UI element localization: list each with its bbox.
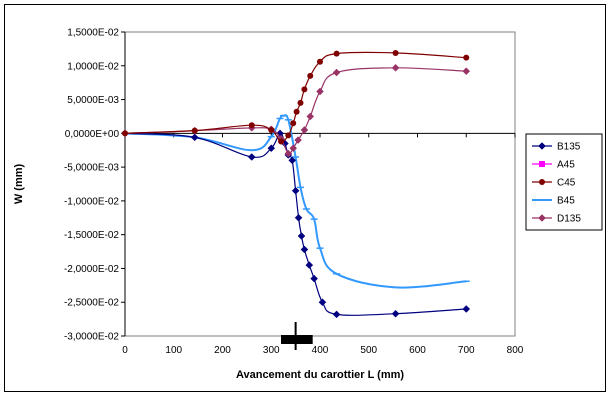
legend-label: D135 [557, 214, 581, 225]
data-point-d135 [316, 87, 324, 96]
data-point-c45 [191, 127, 198, 134]
data-point-c45 [307, 72, 314, 79]
data-point-b135 [291, 186, 300, 195]
y-tick-label: -1,5000E-02 [64, 230, 119, 241]
data-point-b135 [318, 298, 327, 307]
data-point-d135 [300, 126, 309, 134]
data-point-b135 [391, 309, 400, 318]
cross-marker-bar [281, 335, 313, 344]
data-point-c45 [290, 120, 297, 127]
data-point-c45 [268, 126, 275, 133]
y-tick-label: -2,0000E-02 [64, 264, 119, 275]
x-tick-label: 200 [214, 345, 231, 356]
plot-area [124, 31, 516, 337]
data-point-b135 [462, 305, 471, 313]
data-point-c45 [278, 138, 284, 145]
data-point-b135 [190, 133, 199, 142]
data-point-c45 [297, 99, 304, 106]
data-point-b135 [305, 261, 314, 269]
data-point-c45 [392, 49, 399, 56]
data-point-c45 [463, 54, 470, 61]
x-tick-label: 800 [507, 345, 524, 356]
legend-item-a45: A45 [532, 160, 575, 171]
x-tick-label: 600 [409, 345, 426, 356]
legend-label: A45 [557, 160, 575, 171]
series-layer [121, 49, 471, 319]
data-point-c45 [333, 50, 340, 57]
legend: B135 A45 C45 B45 D135 [525, 133, 603, 231]
data-point-b135 [300, 245, 309, 254]
y-axis-title: W (mm) [13, 164, 25, 205]
x-tick-label: 0 [122, 345, 128, 356]
y-tick-label: 1,0000E-02 [67, 61, 119, 72]
series-b135 [121, 129, 471, 319]
x-axis-title: Avancement du carottier L (mm) [236, 369, 404, 381]
data-point-b135 [297, 232, 306, 240]
legend-label: B135 [557, 142, 581, 153]
x-tick-label: 500 [360, 345, 377, 356]
series-line-b135 [124, 132, 467, 316]
annotation-layer [281, 322, 313, 350]
y-tick-label: 1,5000E-02 [67, 28, 119, 39]
legend-item-c45: C45 [532, 178, 576, 189]
data-point-d135 [391, 63, 400, 72]
data-point-c45 [317, 58, 323, 65]
legend-item-b45: B45 [532, 196, 575, 207]
chart-area: 1,5000E-02 1,0000E-02 5,0000E-03 0,0000E+00… [4, 4, 606, 392]
legend-swatch-marker [538, 214, 546, 222]
data-point-b135 [310, 274, 319, 283]
data-point-b135 [332, 310, 341, 319]
data-point-d135 [462, 67, 471, 76]
legend-label: C45 [557, 178, 576, 189]
y-tick-label: -5,0000E-03 [64, 163, 119, 174]
series-c45 [122, 49, 470, 145]
y-tick-label: 5,0000E-03 [67, 95, 119, 106]
data-point-d135 [306, 112, 315, 121]
data-point-d135 [284, 149, 293, 158]
y-tick-label: -3,0000E-02 [64, 332, 119, 343]
data-point-b135 [247, 153, 256, 161]
x-tick-label: 300 [263, 345, 280, 356]
y-tick-label: -1,0000E-02 [64, 196, 119, 207]
legend-swatch-marker [539, 161, 545, 167]
data-point-c45 [285, 132, 292, 139]
legend-label: B45 [557, 196, 575, 207]
legend-swatch-marker [539, 179, 545, 185]
legend-item-b135: B135 [532, 142, 581, 153]
x-tick-label: 400 [312, 345, 329, 356]
data-point-b135 [294, 213, 303, 222]
chart-svg: 1,5000E-02 1,0000E-02 5,0000E-03 0,0000E+00… [13, 28, 603, 381]
data-point-c45 [122, 130, 128, 137]
plot-border [124, 31, 516, 337]
x-tick-label: 700 [458, 345, 475, 356]
data-point-c45 [301, 86, 308, 93]
y-tick-label: -2,5000E-02 [64, 298, 119, 309]
legend-swatch-marker [538, 142, 546, 150]
y-tick-label: 0,0000E+00 [65, 129, 120, 140]
x-tick-label: 100 [165, 345, 182, 356]
legend-item-d135: D135 [532, 214, 581, 225]
data-point-c45 [293, 108, 300, 115]
y-axis: 1,5000E-02 1,0000E-02 5,0000E-03 0,0000E+00… [64, 28, 126, 343]
data-point-c45 [248, 122, 255, 129]
data-point-d135 [332, 68, 341, 77]
data-point-d135 [294, 136, 302, 144]
data-point-d135 [289, 144, 298, 153]
data-point-b135 [288, 156, 297, 165]
data-point-b135 [267, 144, 276, 153]
